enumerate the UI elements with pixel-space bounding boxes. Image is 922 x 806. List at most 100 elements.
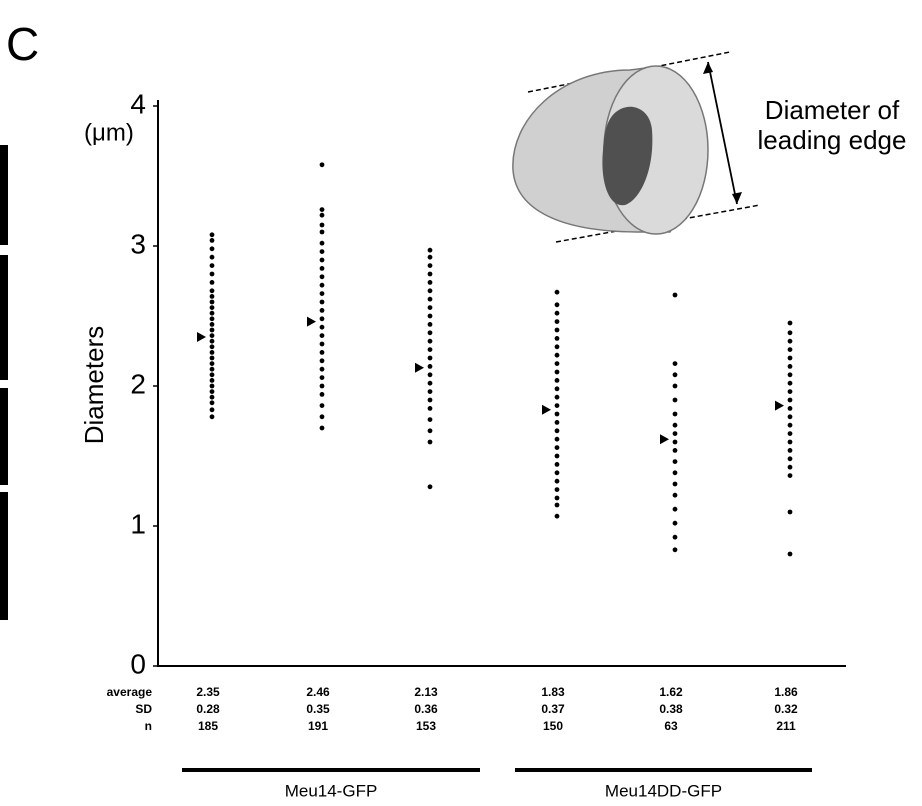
data-point <box>427 484 433 490</box>
data-point <box>787 347 793 352</box>
data-point <box>209 263 215 268</box>
data-point <box>554 361 560 366</box>
average-marker <box>660 434 669 445</box>
data-point <box>554 394 560 400</box>
cell-diagram <box>512 51 761 243</box>
data-point <box>427 406 433 411</box>
panel-label: C <box>6 18 39 70</box>
data-point <box>672 470 678 476</box>
data-point <box>787 431 793 436</box>
data-point <box>209 294 215 299</box>
data-point <box>787 355 793 361</box>
data-point <box>787 439 793 445</box>
data-point <box>319 291 325 296</box>
data-point <box>319 308 325 313</box>
data-point <box>787 509 793 515</box>
data-point <box>554 386 560 392</box>
data-point <box>427 364 433 369</box>
y-tick-label: 2 <box>130 368 146 399</box>
average-marker <box>307 316 316 327</box>
data-point <box>787 372 793 378</box>
data-point <box>209 366 215 372</box>
data-point <box>319 212 325 218</box>
data-point <box>672 534 678 540</box>
data-point <box>554 336 560 341</box>
data-point <box>554 289 560 295</box>
annotation: Diameter of <box>765 95 900 125</box>
table-cell: 0.35 <box>306 702 330 716</box>
table-cell: 0.28 <box>196 702 220 716</box>
average-marker <box>415 362 424 373</box>
data-point <box>554 369 560 375</box>
data-point <box>427 380 433 386</box>
data-point <box>427 280 433 285</box>
data-point <box>319 316 325 322</box>
table-cell: 191 <box>308 719 328 733</box>
panel-fragment <box>0 255 8 380</box>
data-point <box>319 240 325 246</box>
data-point <box>427 372 433 378</box>
y-unit: (μm) <box>84 119 134 146</box>
data-point <box>319 333 325 338</box>
table-cell: 2.13 <box>414 685 438 699</box>
row-label: n <box>145 719 152 733</box>
data-point <box>209 232 215 238</box>
data-point <box>209 322 215 327</box>
data-point <box>787 456 793 462</box>
data-point <box>672 439 678 445</box>
data-point <box>787 380 793 386</box>
data-point <box>554 436 560 442</box>
data-point <box>554 411 560 417</box>
data-point <box>209 338 215 344</box>
data-point <box>672 372 678 378</box>
data-point <box>209 372 215 378</box>
data-point <box>672 547 678 553</box>
data-point <box>209 389 215 394</box>
data-point <box>672 492 678 498</box>
data-point <box>319 299 325 305</box>
data-point <box>554 428 560 434</box>
data-point <box>209 344 215 350</box>
data-point <box>319 257 325 263</box>
data-point <box>427 439 433 445</box>
data-point <box>554 327 560 333</box>
data-point <box>319 207 325 213</box>
data-point <box>319 266 325 271</box>
row-label: average <box>107 685 153 699</box>
table-cell: 1.86 <box>774 685 798 699</box>
data-point <box>672 383 678 389</box>
data-point <box>554 403 560 408</box>
data-point <box>427 322 433 327</box>
data-point <box>554 319 560 324</box>
data-point <box>209 407 215 413</box>
data-point <box>427 313 433 319</box>
data-point <box>787 551 793 557</box>
data-point <box>319 403 325 408</box>
data-point <box>672 459 678 464</box>
data-point <box>209 355 215 361</box>
data-point <box>319 414 325 420</box>
average-marker <box>197 332 206 342</box>
table-cell: 2.35 <box>196 685 220 699</box>
data-point <box>209 350 215 355</box>
data-point <box>787 364 793 369</box>
data-point <box>319 162 325 168</box>
data-point <box>554 513 560 519</box>
row-label: SD <box>135 702 152 716</box>
data-point <box>554 420 560 425</box>
data-point <box>554 310 560 316</box>
data-point <box>209 271 215 277</box>
data-point <box>427 254 433 260</box>
data-point <box>319 249 325 255</box>
group-label: Meu14-GFP <box>285 781 378 800</box>
data-point <box>787 422 793 428</box>
group-label: Meu14DD-GFP <box>605 781 722 800</box>
data-point <box>319 366 325 372</box>
table-cell: 150 <box>543 719 563 733</box>
data-point <box>672 411 678 417</box>
data-point <box>427 263 433 268</box>
data-point <box>319 324 325 330</box>
data-point <box>209 299 215 305</box>
data-point <box>209 316 215 322</box>
